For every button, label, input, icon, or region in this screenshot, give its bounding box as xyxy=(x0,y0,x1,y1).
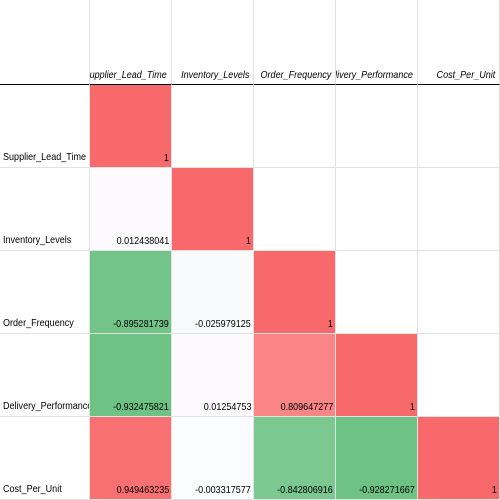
row-header-label: Delivery_Performance xyxy=(3,400,90,412)
column-header-label: Inventory_Levels xyxy=(180,69,249,81)
heatmap-cell: 1 xyxy=(172,168,254,251)
row-header-label: Order_Frequency xyxy=(3,317,74,329)
column-header-label: Order_Frequency xyxy=(260,69,331,81)
cell-value-label: 0.949463235 xyxy=(116,484,169,496)
cell-value-label: 0.012438041 xyxy=(116,235,169,247)
empty-cell xyxy=(172,85,254,168)
cell-value-label: 0.809647277 xyxy=(280,401,333,413)
empty-cell xyxy=(254,85,336,168)
row-header-delivery-performance: Delivery_Performance xyxy=(0,334,90,417)
row-header-supplier-lead-time: Supplier_Lead_Time xyxy=(0,85,90,168)
empty-cell xyxy=(418,168,500,251)
empty-cell xyxy=(336,251,418,334)
cell-value-label: 1 xyxy=(245,235,251,247)
row-header-order-frequency: Order_Frequency xyxy=(0,251,90,334)
empty-cell xyxy=(336,85,418,168)
cell-value-label: 1 xyxy=(491,484,497,496)
row-header-cost-per-unit: Cost_Per_Unit xyxy=(0,417,90,500)
column-header-order-frequency: Order_Frequency xyxy=(254,0,336,85)
heatmap-cell: -0.003317577 xyxy=(172,417,254,500)
heatmap-cell: -0.025979125 xyxy=(172,251,254,334)
heatmap-cell: -0.932475821 xyxy=(90,334,172,417)
heatmap-cell: 0.949463235 xyxy=(90,417,172,500)
cell-value-label: 0.01254753 xyxy=(203,401,251,413)
cell-value-label: -0.025979125 xyxy=(195,318,251,330)
row-header-inventory-levels: Inventory_Levels xyxy=(0,168,90,251)
column-header-label: Cost_Per_Unit xyxy=(436,69,495,81)
cell-value-label: -0.842806916 xyxy=(277,484,333,496)
empty-cell xyxy=(418,85,500,168)
column-header-supplier-lead-time: Supplier_Lead_Time xyxy=(90,0,172,85)
heatmap-cell: 1 xyxy=(90,85,172,168)
column-header-label: Delivery_Performance xyxy=(336,69,413,81)
empty-cell xyxy=(254,168,336,251)
cell-value-label: 1 xyxy=(409,401,415,413)
heatmap-cell: 0.809647277 xyxy=(254,334,336,417)
heatmap-cell: 0.01254753 xyxy=(172,334,254,417)
row-header-label: Cost_Per_Unit xyxy=(3,483,62,495)
empty-cell xyxy=(418,251,500,334)
empty-cell xyxy=(336,168,418,251)
cell-value-label: -0.895281739 xyxy=(113,318,169,330)
row-header-label: Inventory_Levels xyxy=(3,234,72,246)
column-header-inventory-levels: Inventory_Levels xyxy=(172,0,254,85)
cell-value-label: -0.003317577 xyxy=(195,484,251,496)
cell-value-label: 1 xyxy=(327,318,333,330)
heatmap-cell: 1 xyxy=(336,334,418,417)
empty-cell xyxy=(418,334,500,417)
column-header-delivery-performance: Delivery_Performance xyxy=(336,0,418,85)
heatmap-cell: 1 xyxy=(418,417,500,500)
column-header-cost-per-unit: Cost_Per_Unit xyxy=(418,0,500,85)
cell-value-label: -0.928271667 xyxy=(359,484,415,496)
heatmap-cell: -0.842806916 xyxy=(254,417,336,500)
heatmap-cell: -0.895281739 xyxy=(90,251,172,334)
heatmap-cell: -0.928271667 xyxy=(336,417,418,500)
row-header-label: Supplier_Lead_Time xyxy=(3,151,87,163)
corner-cell xyxy=(0,0,90,85)
column-header-label: Supplier_Lead_Time xyxy=(90,69,167,81)
cell-value-label: -0.932475821 xyxy=(113,401,169,413)
cell-value-label: 1 xyxy=(163,152,169,164)
heatmap-cell: 1 xyxy=(254,251,336,334)
heatmap-cell: 0.012438041 xyxy=(90,168,172,251)
